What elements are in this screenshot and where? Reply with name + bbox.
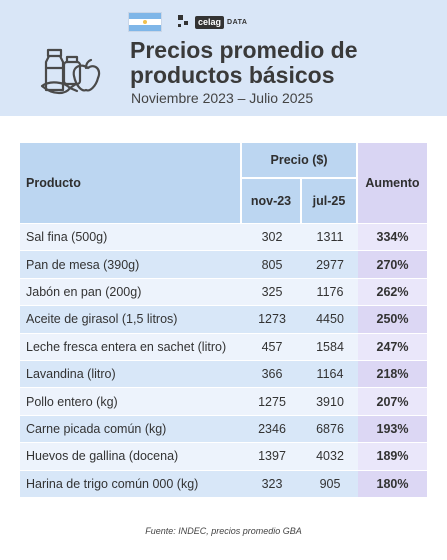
column-header-increase: Aumento bbox=[358, 143, 427, 223]
product-name: Aceite de girasol (1,5 litros) bbox=[20, 305, 242, 333]
product-name: Huevos de gallina (docena) bbox=[20, 442, 242, 470]
price-jul25: 1176 bbox=[302, 277, 358, 306]
table-row: Carne picada común (kg) 2346 6876 193% bbox=[20, 414, 427, 443]
price-nov23: 805 bbox=[242, 250, 302, 278]
product-name: Jabón en pan (200g) bbox=[20, 277, 242, 306]
price-nov23: 302 bbox=[242, 223, 302, 251]
column-header-nov23: nov-23 bbox=[242, 179, 302, 223]
grocery-basket-icon bbox=[40, 48, 101, 95]
price-nov23: 1273 bbox=[242, 305, 302, 333]
price-nov23: 325 bbox=[242, 277, 302, 306]
argentina-flag-icon bbox=[128, 12, 162, 32]
column-header-product: Producto bbox=[20, 143, 242, 223]
column-header-price: Precio ($) bbox=[242, 143, 358, 179]
price-jul25: 6876 bbox=[302, 414, 358, 443]
table-row: Sal fina (500g) 302 1311 334% bbox=[20, 223, 427, 251]
price-jul25: 1311 bbox=[302, 223, 358, 251]
increase-value: 262% bbox=[358, 277, 427, 306]
product-name: Pollo entero (kg) bbox=[20, 387, 242, 415]
table-row: Aceite de girasol (1,5 litros) 1273 4450… bbox=[20, 305, 427, 333]
price-jul25: 1584 bbox=[302, 332, 358, 360]
product-name: Carne picada común (kg) bbox=[20, 414, 242, 443]
price-nov23: 457 bbox=[242, 332, 302, 360]
price-nov23: 2346 bbox=[242, 414, 302, 443]
column-header-jul25: jul-25 bbox=[302, 179, 358, 223]
title-line-1: Precios promedio de bbox=[130, 37, 358, 63]
table-row: Pollo entero (kg) 1275 3910 207% bbox=[20, 387, 427, 415]
table-row: Jabón en pan (200g) 325 1176 262% bbox=[20, 277, 427, 306]
increase-value: 218% bbox=[358, 359, 427, 388]
price-jul25: 905 bbox=[302, 469, 358, 497]
logo-tag: DATA bbox=[227, 18, 248, 26]
header-banner: celag DATA Precios promedio de productos… bbox=[0, 0, 447, 116]
price-nov23: 1397 bbox=[242, 442, 302, 470]
page-subtitle: Noviembre 2023 – Julio 2025 bbox=[131, 90, 314, 106]
page-title: Precios promedio de productos básicos bbox=[130, 38, 430, 88]
price-nov23: 323 bbox=[242, 469, 302, 497]
increase-value: 247% bbox=[358, 332, 427, 360]
increase-value: 270% bbox=[358, 250, 427, 278]
source-note: Fuente: INDEC, precios promedio GBA bbox=[145, 526, 302, 536]
price-nov23: 1275 bbox=[242, 387, 302, 415]
prices-table: Producto Precio ($) Aumento nov-23 jul-2… bbox=[20, 143, 427, 497]
celag-logo-icon bbox=[178, 15, 192, 29]
table-row: Harina de trigo común 000 (kg) 323 905 1… bbox=[20, 469, 427, 497]
increase-value: 180% bbox=[358, 469, 427, 497]
increase-value: 334% bbox=[358, 223, 427, 251]
product-name: Leche fresca entera en sachet (litro) bbox=[20, 332, 242, 360]
price-jul25: 4450 bbox=[302, 305, 358, 333]
product-name: Pan de mesa (390g) bbox=[20, 250, 242, 278]
price-jul25: 2977 bbox=[302, 250, 358, 278]
prices-table-container: Producto Precio ($) Aumento nov-23 jul-2… bbox=[20, 143, 427, 497]
increase-value: 189% bbox=[358, 442, 427, 470]
increase-value: 193% bbox=[358, 414, 427, 443]
increase-value: 250% bbox=[358, 305, 427, 333]
price-jul25: 3910 bbox=[302, 387, 358, 415]
product-name: Sal fina (500g) bbox=[20, 223, 242, 251]
table-row: Leche fresca entera en sachet (litro) 45… bbox=[20, 332, 427, 360]
product-name: Harina de trigo común 000 (kg) bbox=[20, 469, 242, 497]
price-jul25: 1164 bbox=[302, 359, 358, 388]
increase-value: 207% bbox=[358, 387, 427, 415]
table-row: Huevos de gallina (docena) 1397 4032 189… bbox=[20, 442, 427, 470]
celag-logo: celag DATA bbox=[178, 14, 247, 30]
logo-name: celag bbox=[195, 15, 225, 29]
table-row: Pan de mesa (390g) 805 2977 270% bbox=[20, 250, 427, 278]
price-nov23: 366 bbox=[242, 359, 302, 388]
title-line-2: productos básicos bbox=[130, 62, 335, 88]
price-jul25: 4032 bbox=[302, 442, 358, 470]
table-row: Lavandina (litro) 366 1164 218% bbox=[20, 359, 427, 388]
product-name: Lavandina (litro) bbox=[20, 359, 242, 388]
